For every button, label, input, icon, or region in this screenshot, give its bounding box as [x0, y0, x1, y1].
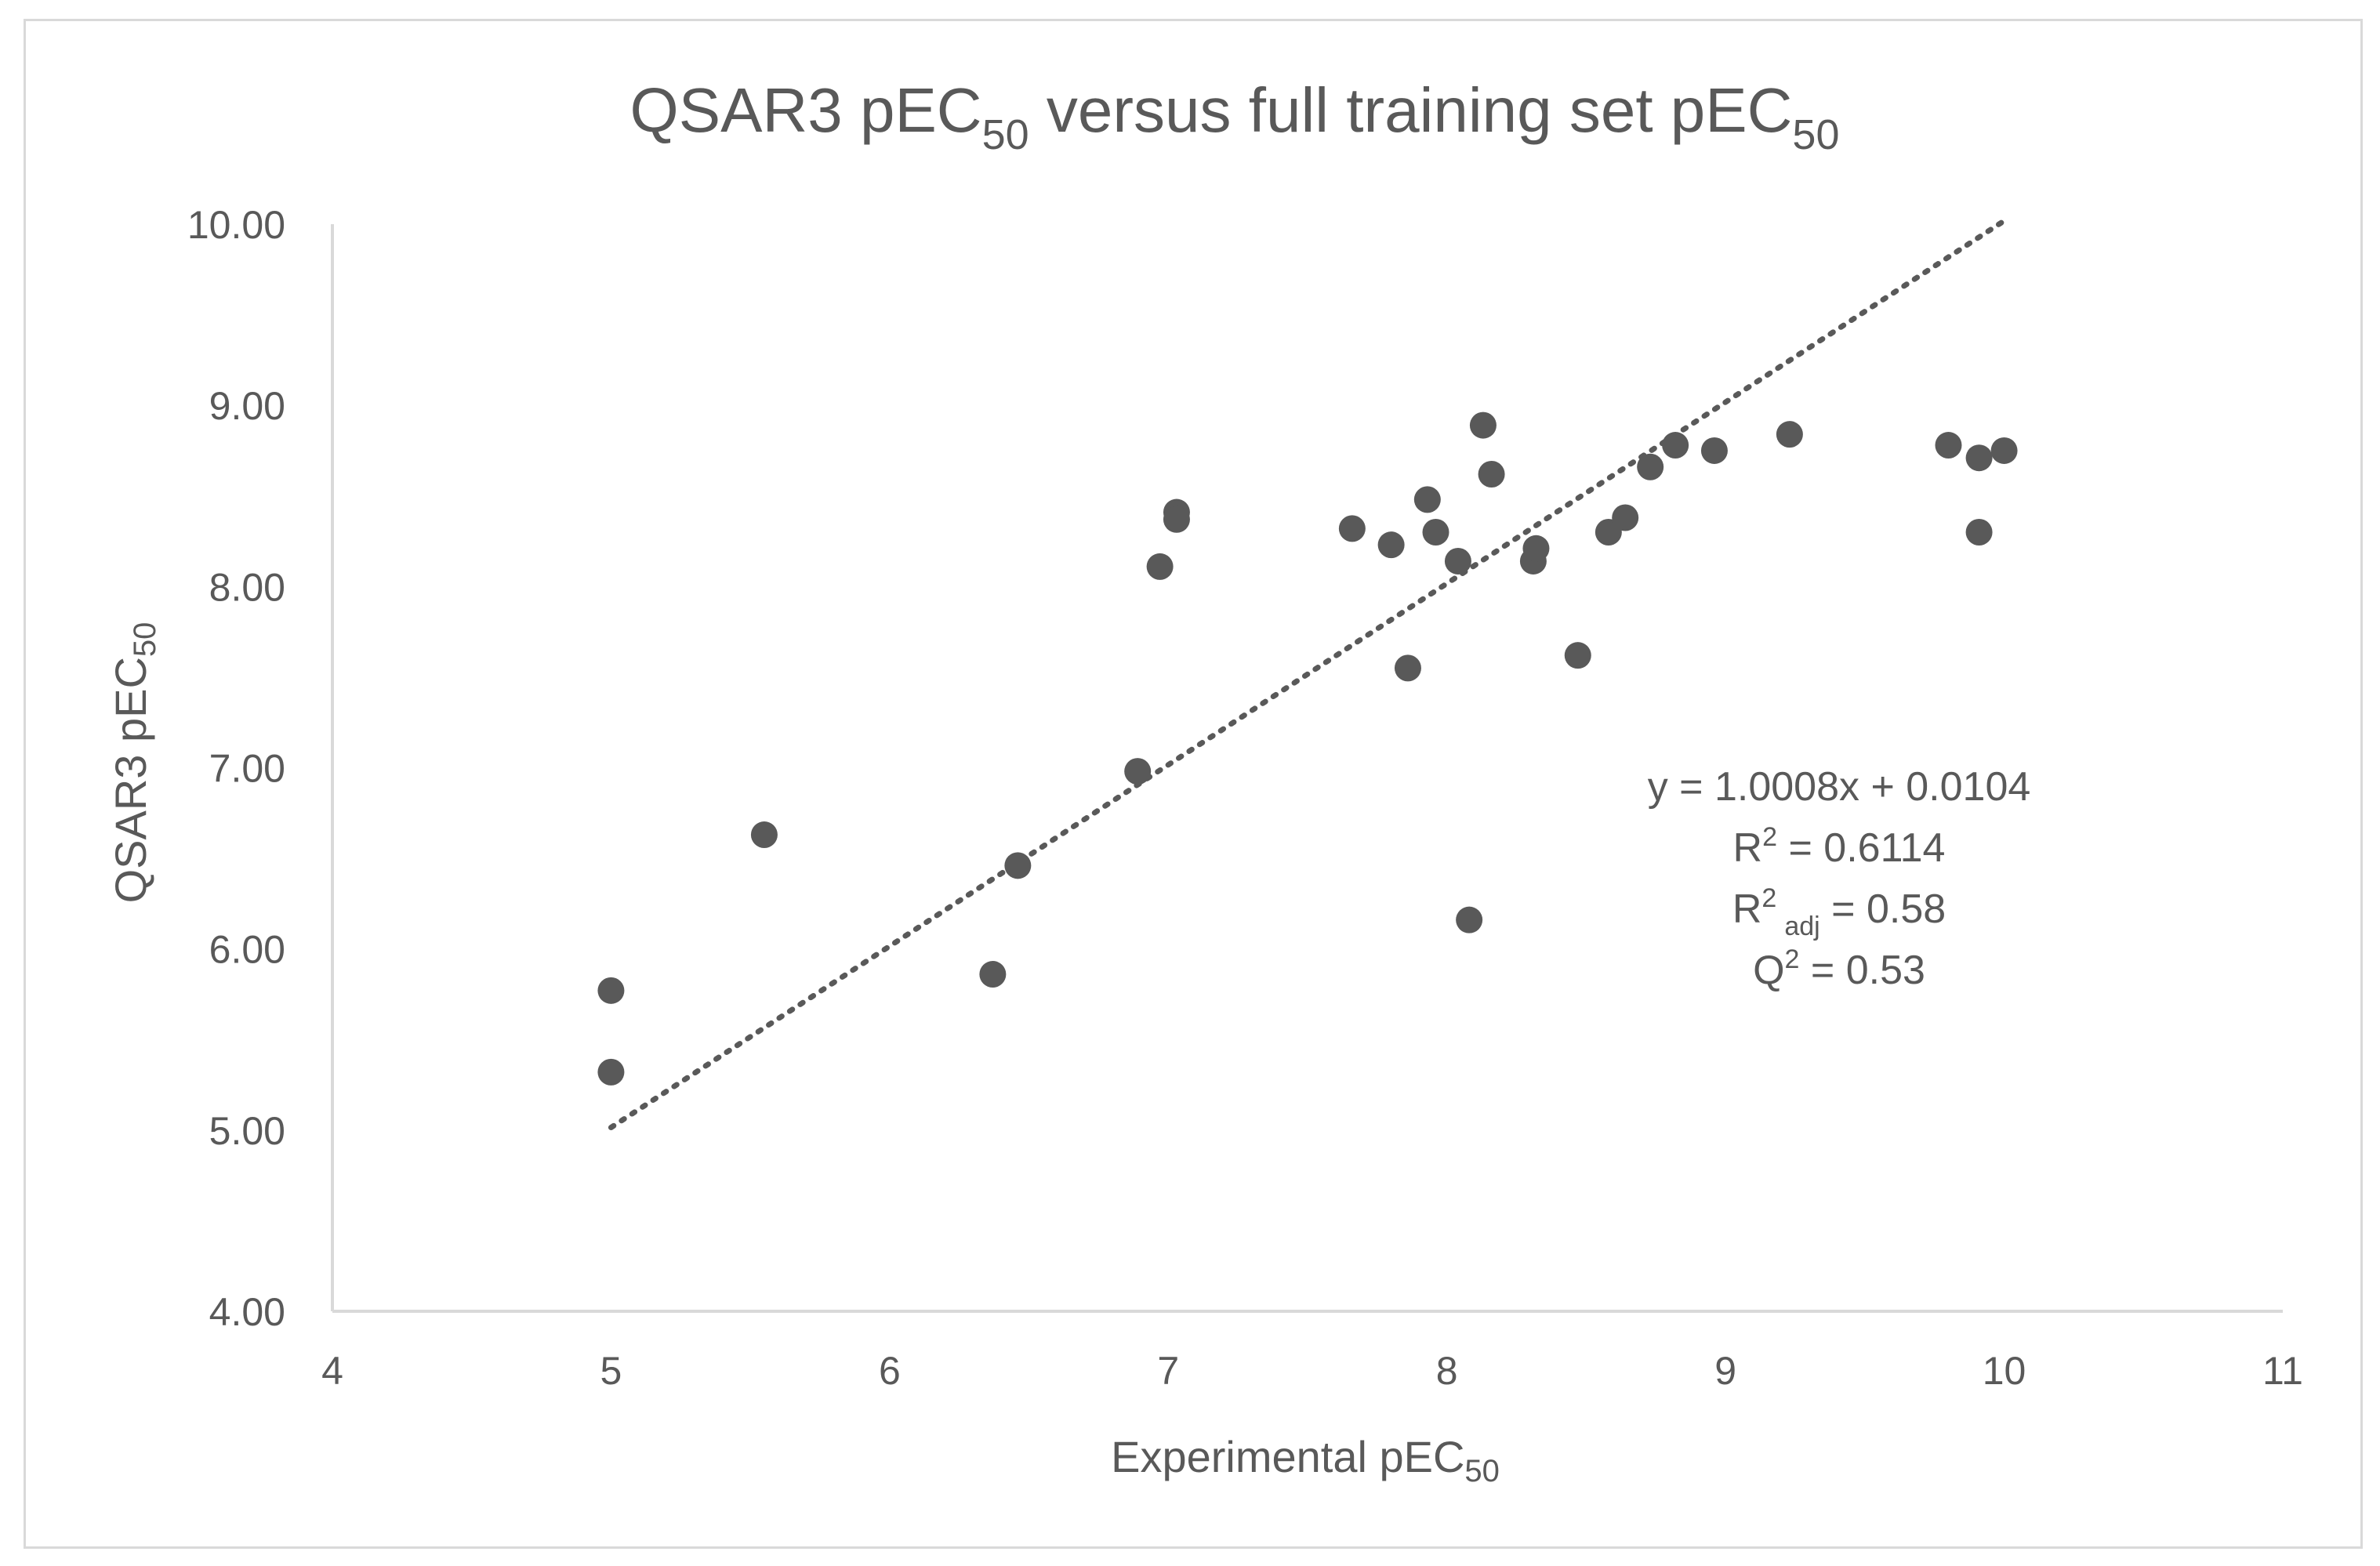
data-point: [597, 977, 625, 1004]
data-point: [1146, 553, 1174, 580]
y-tick-label: 7.00: [209, 747, 285, 791]
data-point: [1413, 486, 1441, 513]
r2-prefix: R: [1733, 825, 1763, 871]
data-point: [1990, 437, 2018, 464]
equation-label: y = 1.0008x + 0.0104: [1648, 764, 2031, 810]
y-tick-label: 6.00: [209, 928, 285, 972]
r2-adj-value: = 0.58: [1820, 886, 1946, 932]
x-tick-label: 4: [321, 1349, 343, 1393]
x-tick-label: 6: [879, 1349, 901, 1393]
data-point: [1965, 518, 1993, 546]
chart-title-subscript-2: 50: [1792, 111, 1839, 158]
trendline: [608, 218, 2008, 1131]
r2-value: = 0.6114: [1777, 825, 1945, 871]
data-point: [1612, 504, 1639, 531]
chart-title-main: QSAR3 pEC: [630, 75, 982, 145]
x-tick-label: 10: [1983, 1349, 2026, 1393]
data-point: [1469, 411, 1497, 439]
r2-adj-prefix: R: [1732, 886, 1762, 932]
y-axis-label: QSAR3 pEC50: [106, 622, 162, 904]
x-axis-label: Experimental pEC50: [1111, 1432, 1500, 1488]
data-point: [1776, 421, 1803, 448]
chart-area: [24, 19, 2363, 1549]
data-point: [1522, 535, 1550, 562]
x-tick-label: 11: [2262, 1349, 2303, 1393]
y-tick-label: 5.00: [209, 1109, 285, 1153]
r2-superscript: 2: [1762, 822, 1777, 852]
y-tick-label: 10.00: [187, 203, 285, 247]
chart-title: QSAR3 pEC50 versus full training set pEC…: [630, 75, 1840, 158]
data-point: [597, 1058, 625, 1086]
x-axis-label-main: Experimental pEC: [1111, 1432, 1464, 1481]
data-point: [1444, 547, 1471, 575]
q2-label: Q2 = 0.53: [1753, 944, 1925, 993]
r2-adj-subscript: adj: [1784, 912, 1819, 941]
x-axis-label-subscript: 50: [1464, 1454, 1500, 1488]
data-points: [597, 411, 2018, 1086]
x-tick-label: 7: [1157, 1349, 1179, 1393]
data-point: [1965, 444, 1993, 472]
x-tick-label: 8: [1436, 1349, 1458, 1393]
y-axis-label-subscript: 50: [128, 622, 162, 658]
data-point: [1456, 906, 1483, 933]
q2-superscript: 2: [1785, 944, 1800, 974]
x-tick-label: 9: [1714, 1349, 1736, 1393]
r2-label: R2 = 0.6114: [1733, 822, 1946, 871]
regression-annotation: y = 1.0008x + 0.0104 R2 = 0.6114 R2adj =…: [1648, 764, 2031, 993]
x-tick-label: 5: [600, 1349, 622, 1393]
q2-value: = 0.53: [1799, 948, 1925, 993]
y-axis-label-main: QSAR3 pEC: [106, 657, 155, 903]
data-point: [1004, 852, 1032, 879]
data-point: [1478, 461, 1505, 488]
y-tick-label: 8.00: [209, 565, 285, 609]
y-tick-labels: 4.00 5.00 6.00 7.00 8.00 9.00 10.00: [187, 203, 285, 1334]
y-tick-label: 9.00: [209, 384, 285, 428]
data-point: [750, 821, 778, 849]
chart-title-rest: versus full training set pEC: [1029, 75, 1793, 145]
data-point: [1700, 437, 1728, 464]
data-point: [1422, 518, 1449, 546]
data-point: [1338, 515, 1366, 542]
r2-adj-label: R2 adj = 0.58: [1732, 883, 1946, 941]
data-point: [1163, 506, 1190, 533]
chart-title-subscript: 50: [982, 111, 1029, 158]
data-point: [1124, 758, 1152, 785]
data-point: [1662, 432, 1689, 459]
q2-prefix: Q: [1753, 948, 1784, 993]
data-point: [979, 961, 1007, 988]
r2-adj-superscript: 2: [1761, 883, 1776, 913]
data-point: [1637, 453, 1664, 480]
data-point: [1377, 531, 1405, 559]
data-point: [1394, 654, 1421, 682]
data-point: [1564, 642, 1591, 669]
x-tick-labels: 4 5 6 7 8 9 10 11: [321, 1349, 2303, 1393]
data-point: [1935, 432, 1962, 459]
y-tick-label: 4.00: [209, 1290, 285, 1334]
